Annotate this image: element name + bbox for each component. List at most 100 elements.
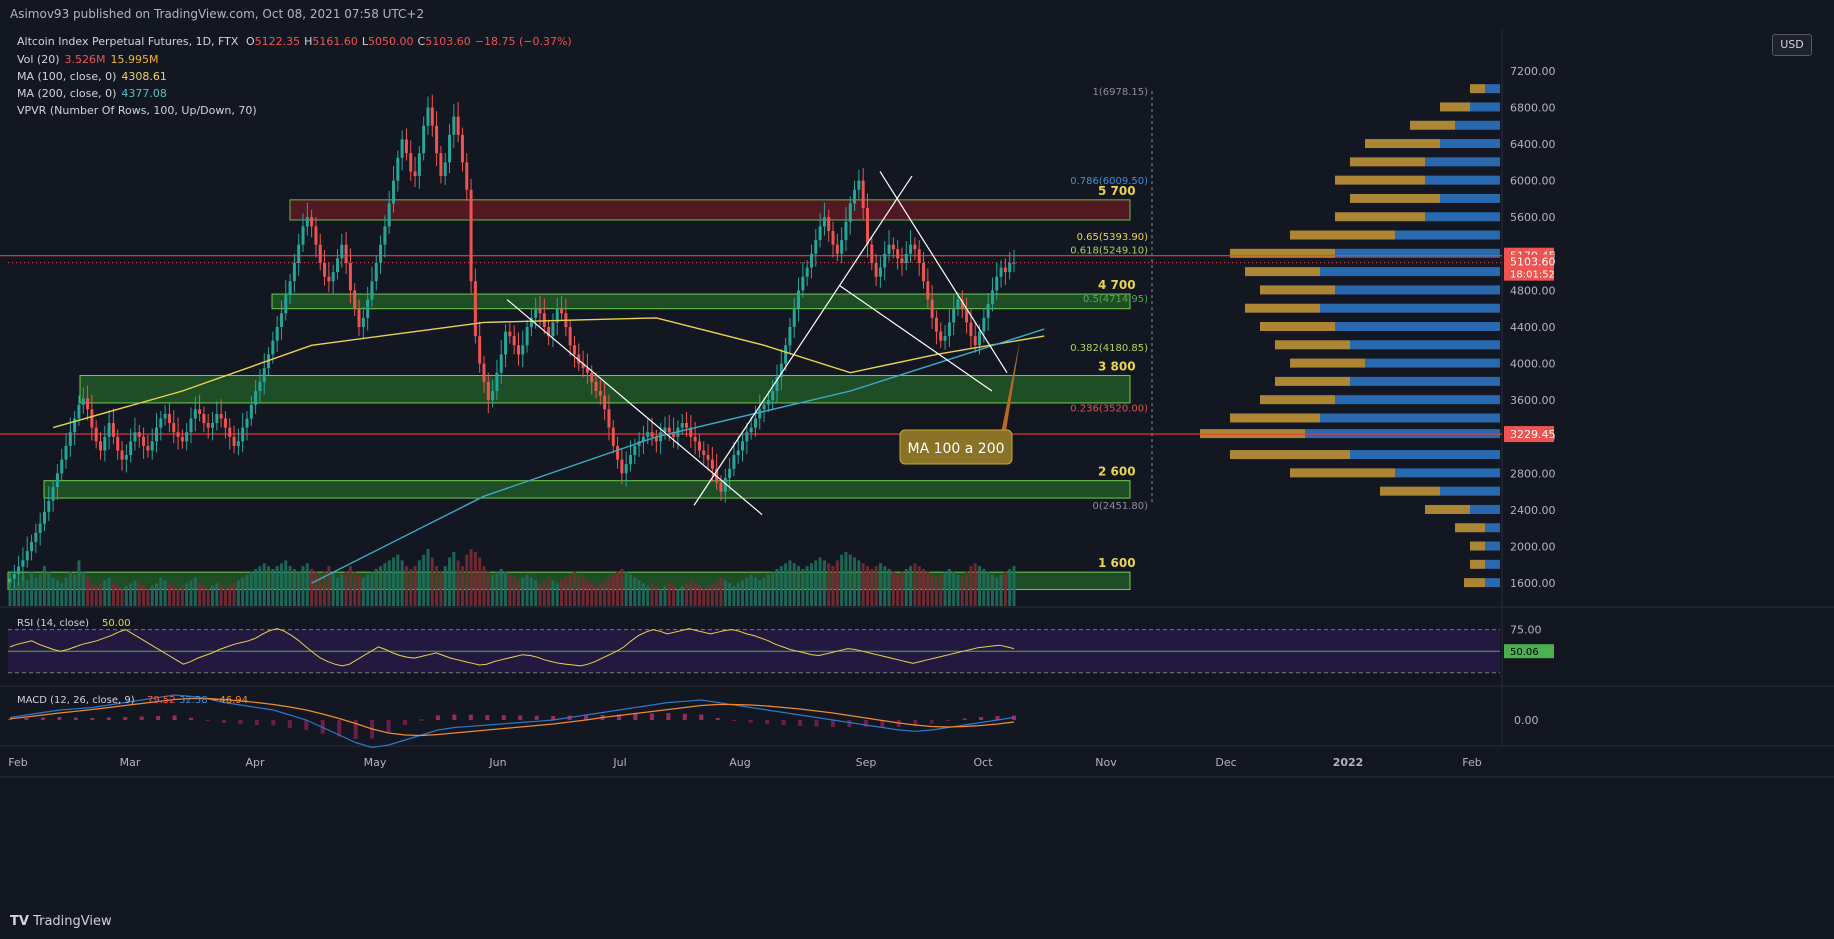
- candle-body: [870, 244, 874, 263]
- volume-bar: [512, 577, 516, 606]
- volume-bar: [831, 566, 835, 606]
- volume-bar: [952, 571, 956, 606]
- indicator-row[interactable]: Vol (20) 3.526M 15.995M: [17, 51, 257, 68]
- candle-body: [413, 171, 417, 177]
- volume-bar: [723, 580, 727, 606]
- candle-body: [344, 244, 348, 263]
- candle-body: [986, 304, 990, 318]
- macd-histogram-bar: [386, 720, 391, 732]
- indicator-row[interactable]: VPVR (Number Of Rows, 100, Up/Down, 70): [17, 102, 257, 119]
- volume-bar: [167, 583, 171, 606]
- candle-body: [926, 281, 930, 300]
- candle-body: [288, 281, 292, 295]
- volume-bar: [995, 577, 999, 606]
- candle-body: [784, 345, 788, 364]
- volume-bar: [331, 571, 335, 606]
- volume-bar: [1012, 566, 1016, 606]
- candle-body: [999, 267, 1003, 277]
- volume-bar: [607, 577, 611, 606]
- volume-bar: [784, 563, 788, 606]
- volume-bar: [129, 583, 133, 606]
- candle-body: [180, 436, 184, 442]
- candle-body: [284, 294, 288, 314]
- macd-label: MACD (12, 26, close, 9): [17, 695, 135, 706]
- candle-body: [706, 455, 710, 460]
- candle-body: [448, 134, 452, 163]
- candle-body: [672, 432, 676, 437]
- vpvr-row-down: [1350, 193, 1440, 203]
- volume-bar: [404, 566, 408, 606]
- vpvr-row-down: [1260, 395, 1335, 405]
- ohlc-item: H5161.60: [304, 35, 358, 48]
- candle-body: [318, 244, 322, 263]
- candle-body: [641, 436, 645, 442]
- zone-box: [289, 199, 1131, 221]
- macd-histogram-bar: [468, 714, 473, 720]
- candle-body: [150, 441, 154, 451]
- vpvr-row-up: [1485, 578, 1500, 588]
- macd-histogram-bar: [830, 720, 835, 727]
- candle-body: [560, 308, 564, 314]
- volume-bar: [900, 571, 904, 606]
- candle-body: [435, 125, 439, 154]
- macd-histogram-bar: [172, 715, 177, 720]
- ohlc-item-value: 5103.60: [425, 35, 471, 48]
- candle-body: [392, 180, 396, 204]
- candle-body: [943, 336, 947, 341]
- candle-body: [732, 455, 736, 469]
- candle-body: [163, 413, 167, 419]
- macd-histogram-bar: [962, 718, 967, 720]
- macd-histogram-bar: [732, 720, 737, 721]
- volume-bar: [495, 571, 499, 606]
- macd-histogram-bar: [254, 720, 259, 725]
- volume-bar: [590, 583, 594, 606]
- price-tag-label: 5103.60: [1510, 256, 1556, 269]
- indicator-row[interactable]: MA (100, close, 0) 4308.61: [17, 68, 257, 85]
- rsi-tag-bg: [1504, 644, 1554, 659]
- symbol-line: Altcoin Index Perpetual Futures, 1D, FTX…: [17, 35, 572, 48]
- time-tick-label: Oct: [973, 756, 993, 769]
- fib-label: 0.65(5393.90): [1077, 232, 1149, 243]
- candle-body: [728, 468, 732, 478]
- volume-bar: [223, 588, 227, 606]
- vpvr-row-up: [1485, 541, 1500, 551]
- volume-bar: [719, 577, 723, 606]
- vpvr-row-down: [1365, 139, 1440, 149]
- volume-bar: [857, 560, 861, 606]
- volume-bar: [236, 580, 240, 606]
- symbol-title[interactable]: Altcoin Index Perpetual Futures, 1D, FTX: [17, 35, 239, 48]
- candle-body: [400, 139, 404, 158]
- volume-bar: [279, 563, 283, 606]
- ohlc-item-value: 5122.35: [254, 35, 301, 48]
- candle-body: [939, 331, 943, 341]
- candle-body: [637, 441, 641, 446]
- candle-body: [86, 398, 90, 410]
- macd-histogram-bar: [748, 720, 753, 723]
- volume-bar: [840, 554, 844, 606]
- vpvr-row-up: [1470, 504, 1500, 514]
- volume-bar: [258, 566, 262, 606]
- candle-body: [844, 221, 848, 241]
- volume-bar: [180, 586, 184, 606]
- candle-body: [73, 418, 77, 433]
- volume-bar: [809, 563, 813, 606]
- macd-histogram-bar: [320, 720, 325, 734]
- vpvr-row-down: [1335, 212, 1425, 222]
- volume-bar: [314, 571, 318, 606]
- vpvr-profile: [1200, 84, 1500, 588]
- candle-body: [404, 139, 408, 154]
- footer-brand[interactable]: TV TradingView: [10, 914, 112, 929]
- indicator-row[interactable]: MA (200, close, 0) 4377.08: [17, 85, 257, 102]
- candle-body: [254, 391, 258, 405]
- fib-label: 0(2451.80): [1092, 501, 1148, 512]
- volume-bar: [21, 577, 25, 606]
- volume-bar: [460, 566, 464, 606]
- currency-button[interactable]: USD: [1772, 34, 1812, 56]
- indicator-name: MA (100, close, 0): [17, 70, 117, 83]
- ohlc-item-label: H: [304, 35, 313, 48]
- volume-bar: [86, 577, 90, 606]
- candle-body: [456, 116, 460, 135]
- rsi-line: [9, 628, 1015, 667]
- time-tick-label: Nov: [1095, 756, 1117, 769]
